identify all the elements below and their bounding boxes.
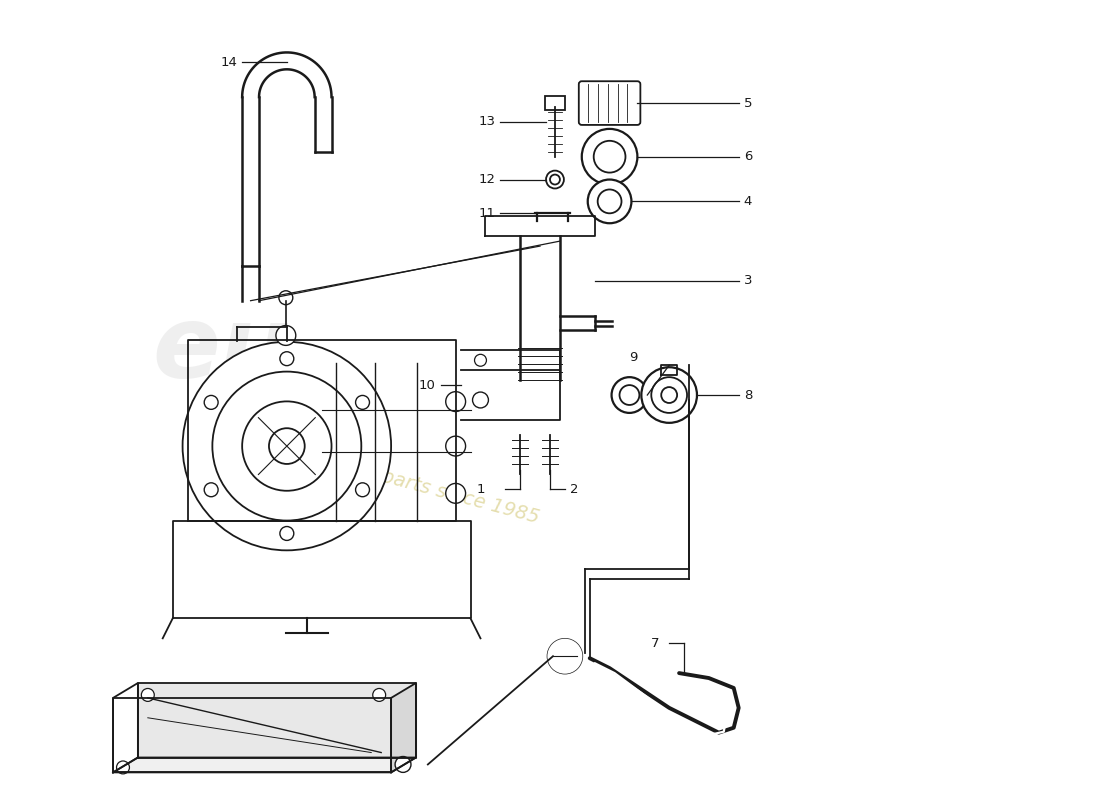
Circle shape bbox=[641, 367, 697, 423]
Circle shape bbox=[355, 483, 370, 497]
Circle shape bbox=[279, 352, 294, 366]
Circle shape bbox=[142, 689, 154, 702]
Circle shape bbox=[183, 342, 392, 550]
Circle shape bbox=[582, 129, 637, 185]
Circle shape bbox=[661, 387, 678, 403]
Text: eu: eu bbox=[153, 302, 292, 399]
Text: 12: 12 bbox=[478, 173, 495, 186]
Text: 7: 7 bbox=[651, 637, 659, 650]
Circle shape bbox=[205, 395, 218, 410]
Circle shape bbox=[546, 170, 564, 189]
Circle shape bbox=[597, 190, 622, 214]
Text: 8: 8 bbox=[744, 389, 752, 402]
Text: 1: 1 bbox=[477, 483, 485, 496]
Circle shape bbox=[619, 385, 639, 405]
Text: 11: 11 bbox=[478, 207, 495, 220]
FancyBboxPatch shape bbox=[544, 96, 565, 110]
Text: 6: 6 bbox=[744, 150, 752, 163]
Circle shape bbox=[559, 650, 571, 662]
Circle shape bbox=[446, 436, 465, 456]
Circle shape bbox=[553, 644, 576, 668]
Text: 9: 9 bbox=[629, 350, 638, 364]
Circle shape bbox=[587, 179, 631, 223]
Circle shape bbox=[556, 647, 574, 665]
Text: 13: 13 bbox=[478, 115, 495, 129]
Circle shape bbox=[276, 326, 296, 346]
Polygon shape bbox=[392, 683, 416, 772]
Circle shape bbox=[355, 395, 370, 410]
Circle shape bbox=[212, 371, 361, 521]
Circle shape bbox=[474, 354, 486, 366]
Polygon shape bbox=[138, 683, 416, 758]
Circle shape bbox=[446, 483, 465, 503]
Text: 10: 10 bbox=[419, 378, 436, 392]
Circle shape bbox=[373, 689, 386, 702]
Circle shape bbox=[279, 290, 293, 305]
Circle shape bbox=[594, 141, 626, 173]
Circle shape bbox=[270, 428, 305, 464]
Text: 5: 5 bbox=[744, 97, 752, 110]
FancyBboxPatch shape bbox=[579, 82, 640, 125]
Circle shape bbox=[446, 392, 465, 411]
Circle shape bbox=[205, 483, 218, 497]
Circle shape bbox=[117, 761, 130, 774]
Circle shape bbox=[397, 758, 409, 771]
Circle shape bbox=[547, 638, 583, 674]
Circle shape bbox=[550, 174, 560, 185]
Text: 3: 3 bbox=[744, 274, 752, 287]
Circle shape bbox=[612, 377, 647, 413]
Circle shape bbox=[651, 377, 688, 413]
Circle shape bbox=[473, 392, 488, 408]
Circle shape bbox=[395, 757, 411, 772]
Circle shape bbox=[550, 642, 580, 671]
Circle shape bbox=[242, 402, 331, 490]
Text: 4: 4 bbox=[744, 195, 752, 208]
Text: 2: 2 bbox=[570, 483, 579, 496]
Text: 14: 14 bbox=[220, 56, 238, 69]
Circle shape bbox=[279, 526, 294, 541]
Text: a passion for parts since 1985: a passion for parts since 1985 bbox=[252, 432, 541, 526]
Polygon shape bbox=[113, 758, 416, 772]
